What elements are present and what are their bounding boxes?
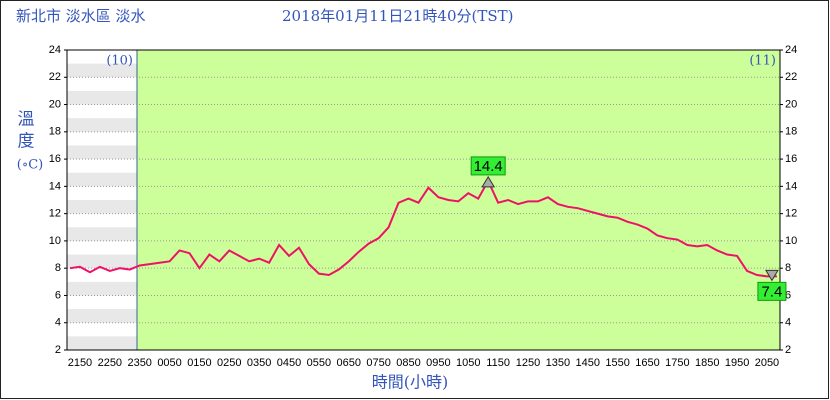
max-marker bbox=[481, 175, 496, 188]
y2-tick-label: 24 bbox=[785, 44, 797, 56]
y2-tick-label: 20 bbox=[785, 98, 797, 110]
stripe bbox=[67, 309, 137, 323]
x-tick-label: 0150 bbox=[187, 357, 211, 369]
y-tick-label: 22 bbox=[49, 71, 61, 83]
x-tick-label: 1950 bbox=[725, 357, 749, 369]
x-tick-label: 0650 bbox=[337, 357, 361, 369]
x-tick-label: 0550 bbox=[307, 357, 331, 369]
chart-subtitle: 2018年01月11日21時40分(TST) bbox=[282, 7, 514, 25]
x-tick-label: 1450 bbox=[575, 357, 599, 369]
x-tick-label: 1650 bbox=[635, 357, 659, 369]
max-label: 14.4 bbox=[474, 158, 503, 175]
x-tick-label: 2050 bbox=[755, 357, 779, 369]
y-tick-label: 6 bbox=[55, 289, 61, 301]
day-label: (10) bbox=[106, 54, 133, 69]
x-tick-label: 0350 bbox=[247, 357, 271, 369]
y-axis-title: 溫 bbox=[18, 110, 35, 130]
y-tick-label: 16 bbox=[49, 153, 61, 165]
x-tick-label: 1150 bbox=[486, 357, 510, 369]
y2-tick-label: 14 bbox=[785, 180, 797, 192]
plot-border bbox=[66, 49, 781, 351]
y-tick-label: 2 bbox=[55, 344, 61, 356]
y2-tick-label: 16 bbox=[785, 153, 797, 165]
x-tick-label: 0850 bbox=[396, 357, 420, 369]
y-tick-label: 20 bbox=[49, 98, 61, 110]
day-label: (11) bbox=[749, 54, 776, 69]
y2-tick-label: 18 bbox=[785, 126, 797, 138]
y-tick-label: 10 bbox=[49, 235, 61, 247]
x-tick-label: 1250 bbox=[516, 357, 540, 369]
y2-tick-label: 6 bbox=[785, 289, 791, 301]
x-tick-label: 0950 bbox=[426, 357, 450, 369]
stripe bbox=[67, 200, 137, 214]
y-tick-label: 4 bbox=[55, 317, 61, 329]
min-label: 7.4 bbox=[761, 283, 782, 300]
x-tick-label: 1350 bbox=[546, 357, 570, 369]
stripe bbox=[67, 254, 137, 269]
y-tick-label: 18 bbox=[49, 126, 61, 138]
stripe bbox=[67, 63, 137, 78]
y2-tick-label: 2 bbox=[785, 344, 791, 356]
x-tick-label: 0750 bbox=[366, 357, 390, 369]
y2-tick-label: 10 bbox=[785, 235, 797, 247]
y2-tick-label: 8 bbox=[785, 262, 791, 274]
chart-title: 新北市 淡水區 淡水 bbox=[16, 7, 146, 25]
x-tick-label: 1550 bbox=[605, 357, 629, 369]
stripe bbox=[67, 227, 137, 241]
x-tick-label: 2150 bbox=[68, 357, 92, 369]
y-tick-label: 14 bbox=[49, 180, 61, 192]
x-tick-label: 0450 bbox=[277, 357, 301, 369]
x-tick-label: 1850 bbox=[695, 357, 719, 369]
stripe bbox=[67, 281, 137, 296]
min-label-box bbox=[757, 281, 787, 301]
stripe bbox=[67, 90, 137, 105]
stripe bbox=[67, 145, 137, 160]
x-tick-label: 1050 bbox=[456, 357, 480, 369]
y-axis-unit: (∘C) bbox=[17, 158, 43, 173]
y-axis-title: 度 bbox=[18, 132, 35, 152]
stripe bbox=[67, 172, 137, 187]
y-tick-label: 12 bbox=[49, 208, 61, 220]
x-tick-label: 0050 bbox=[157, 357, 181, 369]
y2-tick-label: 4 bbox=[785, 317, 791, 329]
y2-tick-label: 12 bbox=[785, 208, 797, 220]
stripe bbox=[67, 118, 137, 132]
x-tick-label: 2250 bbox=[98, 357, 122, 369]
max-label-box bbox=[470, 156, 506, 176]
x-tick-label: 2350 bbox=[127, 357, 151, 369]
y-tick-label: 8 bbox=[55, 262, 61, 274]
stripe bbox=[67, 336, 137, 350]
y2-tick-label: 22 bbox=[785, 71, 797, 83]
temperature-line bbox=[69, 178, 777, 278]
x-axis-title: 時間(小時) bbox=[372, 373, 449, 392]
min-marker bbox=[765, 269, 779, 282]
x-tick-label: 1750 bbox=[665, 357, 689, 369]
y-tick-label: 24 bbox=[49, 44, 61, 56]
x-tick-label: 0250 bbox=[217, 357, 241, 369]
